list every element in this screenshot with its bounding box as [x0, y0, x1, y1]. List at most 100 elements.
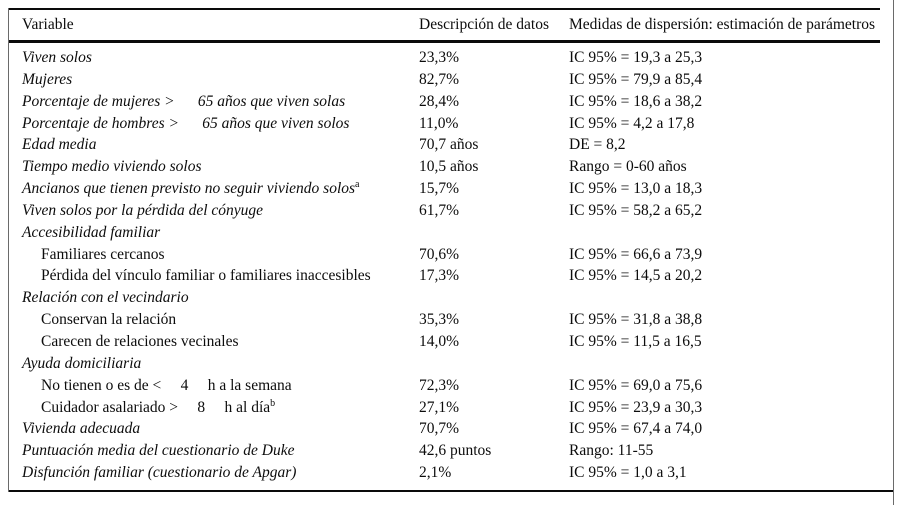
value-cell: 15,7% — [419, 180, 460, 198]
variable-label: Viven solos por la pérdida del cónyuge — [22, 201, 264, 219]
variable-cell: Porcentaje de hombres > 65 años que vive… — [22, 113, 349, 135]
variable-cell: Accesibilidad familiar — [22, 222, 160, 244]
table-row: Porcentaje de hombres > 65 años que vive… — [0, 113, 904, 135]
dispersion-cell: IC 95% = 14,5 a 20,2 — [569, 267, 703, 285]
variable-cell: Mujeres — [22, 69, 72, 91]
variable-label: Viven solos — [22, 49, 92, 66]
variable-label: Cuidador asalariado > 8 h al día — [41, 398, 271, 416]
variable-cell: Carecen de relaciones vecinales — [41, 331, 239, 353]
variable-label: Puntuación media del cuestionario de Duk… — [22, 442, 295, 460]
variable-label: Accesibilidad familiar — [22, 223, 161, 241]
value-cell: 14,0% — [419, 332, 460, 350]
variable-cell: Familiares cercanos — [41, 244, 165, 266]
column-header-variable: Variable — [22, 16, 74, 33]
table-row: Ancianos que tienen previsto no seguir v… — [0, 178, 904, 200]
variable-label: Familiares cercanos — [41, 245, 165, 263]
table-row: Pérdida del vínculo familiar o familiare… — [0, 265, 904, 287]
dispersion-cell: IC 95% = 4,2 a 17,8 — [569, 114, 695, 132]
variable-label: Relación con el vecindario — [22, 289, 189, 307]
value-cell: 70,7 años — [419, 136, 479, 154]
table-row: Accesibilidad familiar — [0, 222, 904, 244]
variable-label: Conservan la relación — [41, 311, 177, 329]
dispersion-cell: DE = 8,2 — [569, 136, 626, 154]
dispersion-cell: IC 95% = 66,6 a 73,9 — [569, 245, 703, 263]
variable-label: Disfunción familiar (cuestionario de Apg… — [22, 464, 297, 482]
dispersion-cell: IC 95% = 11,5 a 16,5 — [569, 332, 702, 350]
variable-cell: Conservan la relación — [41, 309, 176, 331]
dispersion-cell: Rango: 11-55 — [569, 442, 654, 460]
value-cell: 17,3% — [419, 267, 460, 285]
footnote-superscript: a — [355, 178, 360, 190]
dispersion-cell: IC 95% = 13,0 a 18,3 — [569, 180, 703, 198]
variable-cell: Ancianos que tienen previsto no seguir v… — [22, 178, 360, 200]
table-row: No tienen o es de < 4 h a la semana 72,3… — [0, 375, 904, 397]
dispersion-cell: Rango = 0-60 años — [569, 158, 687, 176]
variable-cell: Tiempo medio viviendo solos — [22, 156, 202, 178]
variable-label: Ayuda domiciliaria — [22, 354, 142, 372]
variable-cell: Pérdida del vínculo familiar o familiare… — [41, 265, 371, 287]
table-row: Porcentaje de mujeres > 65 años que vive… — [0, 91, 904, 113]
dispersion-cell: IC 95% = 18,6 a 38,2 — [569, 92, 703, 110]
dispersion-cell: IC 95% = 79,9 a 85,4 — [569, 70, 703, 88]
variable-cell: Vivienda adecuada — [22, 418, 140, 440]
table-row: Conservan la relación 35,3% IC 95% = 31,… — [0, 309, 904, 331]
variable-cell: No tienen o es de < 4 h a la semana — [41, 375, 292, 397]
table-right-border — [893, 0, 894, 505]
variable-label: Carecen de relaciones vecinales — [41, 332, 239, 350]
variable-cell: Viven solos — [22, 47, 92, 69]
table-left-border — [8, 8, 9, 492]
variable-cell: Edad media — [22, 134, 96, 156]
variable-cell: Viven solos por la pérdida del cónyuge — [22, 200, 263, 222]
table-row: Familiares cercanos 70,6% IC 95% = 66,6 … — [0, 244, 904, 266]
table-row: Ayuda domiciliaria — [0, 353, 904, 375]
table-row: Viven solos 23,3% IC 95% = 19,3 a 25,3 — [0, 47, 904, 69]
table-row: Disfunción familiar (cuestionario de Apg… — [0, 462, 904, 484]
variable-cell: Cuidador asalariado > 8 h al díab — [41, 397, 275, 419]
value-cell: 11,0% — [419, 114, 459, 132]
dispersion-cell: IC 95% = 31,8 a 38,8 — [569, 311, 703, 329]
value-cell: 28,4% — [419, 92, 460, 110]
value-cell: 10,5 años — [419, 158, 479, 176]
footnote-superscript: b — [270, 397, 276, 409]
variable-label: Porcentaje de mujeres > 65 años que vive… — [22, 92, 346, 110]
variable-label: Edad media — [22, 136, 97, 154]
table-row: Puntuación media del cuestionario de Duk… — [0, 440, 904, 462]
value-cell: 2,1% — [419, 464, 452, 482]
variable-cell: Relación con el vecindario — [22, 287, 189, 309]
value-cell: 23,3% — [419, 49, 460, 66]
table-row: Mujeres 82,7% IC 95% = 79,9 a 85,4 — [0, 69, 904, 91]
variable-label: Porcentaje de hombres > 65 años que vive… — [22, 114, 350, 132]
dispersion-cell: IC 95% = 23,9 a 30,3 — [569, 398, 703, 416]
value-cell: 70,7% — [419, 420, 460, 438]
value-cell: 61,7% — [419, 201, 460, 219]
table-row: Tiempo medio viviendo solos 10,5 años Ra… — [0, 156, 904, 178]
dispersion-cell: IC 95% = 67,4 a 74,0 — [569, 420, 703, 438]
variable-label: Ancianos que tienen previsto no seguir v… — [22, 180, 356, 198]
table-header-rule — [8, 40, 880, 43]
variable-label: Vivienda adecuada — [22, 420, 141, 438]
value-cell: 82,7% — [419, 70, 460, 88]
variable-cell: Puntuación media del cuestionario de Duk… — [22, 440, 294, 462]
table-top-rule — [8, 8, 880, 10]
variable-label: Tiempo medio viviendo solos — [22, 158, 202, 176]
table-row: Carecen de relaciones vecinales 14,0% IC… — [0, 331, 904, 353]
value-cell: 72,3% — [419, 376, 460, 394]
table-row: Viven solos por la pérdida del cónyuge 6… — [0, 200, 904, 222]
table-row: Relación con el vecindario — [0, 287, 904, 309]
table-bottom-rule — [8, 490, 894, 492]
table-body: Viven solos 23,3% IC 95% = 19,3 a 25,3 M… — [0, 47, 904, 484]
variable-cell: Porcentaje de mujeres > 65 años que vive… — [22, 91, 345, 113]
column-header-description: Descripción de datos — [419, 16, 549, 33]
dispersion-cell: IC 95% = 1,0 a 3,1 — [569, 464, 687, 482]
variable-label: Pérdida del vínculo familiar o familiare… — [41, 267, 371, 285]
column-header-dispersion: Medidas de dispersión: estimación de par… — [569, 16, 876, 33]
dispersion-cell: IC 95% = 58,2 a 65,2 — [569, 201, 703, 219]
value-cell: 42,6 puntos — [419, 442, 492, 460]
dispersion-cell: IC 95% = 19,3 a 25,3 — [569, 49, 703, 66]
table-row: Edad media 70,7 años DE = 8,2 — [0, 134, 904, 156]
variable-cell: Ayuda domiciliaria — [22, 353, 141, 375]
variable-label: Mujeres — [22, 70, 73, 88]
table-row: Cuidador asalariado > 8 h al díab 27,1% … — [0, 397, 904, 419]
variable-cell: Disfunción familiar (cuestionario de Apg… — [22, 462, 296, 484]
